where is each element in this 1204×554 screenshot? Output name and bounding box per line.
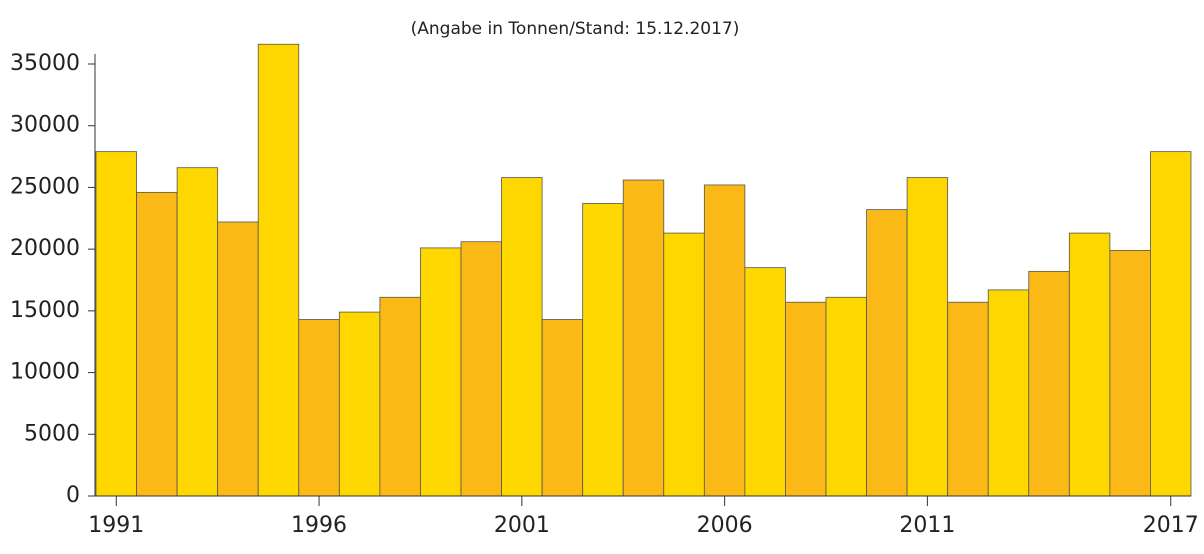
bar [541,319,584,497]
x-tick-label: 2011 [899,513,955,538]
bar [906,177,949,497]
bar [866,209,908,497]
x-tick-label: 2006 [697,513,753,538]
bar [298,319,340,497]
bar [95,151,137,497]
bar [663,232,705,497]
y-tick-label: 20000 [10,236,80,261]
bar [1109,249,1151,497]
x-tick-label: 2017 [1143,513,1199,538]
y-tick-label: 5000 [24,421,80,446]
bar [785,301,827,497]
y-tick-label: 0 [66,483,80,508]
bar [420,247,462,497]
bar [703,184,746,497]
bar [1028,270,1070,497]
y-tick-label: 10000 [10,360,80,385]
bar [622,179,665,497]
y-tick-label: 15000 [10,298,80,323]
bar [176,167,219,497]
bar [379,296,421,497]
chart-subtitle: (Angabe in Tonnen/Stand: 15.12.2017) [411,19,740,39]
x-tick-label: 1996 [291,513,347,538]
bar [744,267,786,497]
bar [501,177,543,497]
x-tick-label: 1991 [88,513,144,538]
bar [1068,232,1111,497]
y-tick-label: 30000 [10,113,80,138]
bar [825,296,867,497]
bar [217,221,259,497]
bar [947,301,989,497]
x-tick-label: 2001 [494,513,550,538]
bar [987,289,1030,497]
bar [582,203,624,497]
y-tick-label: 25000 [10,174,80,199]
y-tick-label: 35000 [10,51,80,76]
bar [257,43,300,497]
bar [460,241,502,497]
bar [1150,151,1192,497]
bar [136,191,178,497]
bar [338,311,381,497]
